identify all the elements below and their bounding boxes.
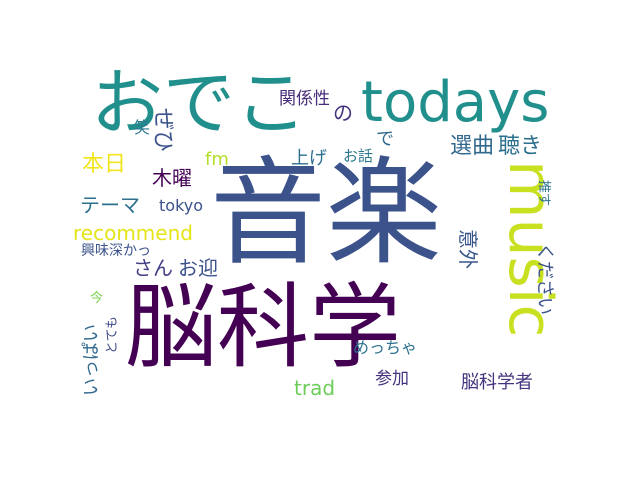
word-cloud-canvas: 脳科学 音楽 おでこ todays music recommend 木曜 本日 テーマ tokyo…	[73, 58, 565, 414]
word-nokagakusha: 脳科学者	[461, 372, 533, 393]
word-igai: 意外	[456, 229, 480, 269]
word-no: の	[333, 101, 353, 125]
word-zehi: ぜひ	[150, 108, 175, 153]
word-recommend: recommend	[73, 221, 193, 245]
word-oshimasu: 推す	[536, 180, 551, 207]
word-theme: テーマ	[80, 193, 140, 217]
word-honjitsu: 本日	[82, 152, 127, 177]
word-kankeisei: 関係性	[279, 89, 330, 109]
word-sanka: 参加	[375, 369, 409, 389]
word-kyoumi: 興味深かっ	[81, 243, 151, 259]
word-tokyo: tokyo	[159, 196, 204, 215]
word-san: さん	[133, 256, 173, 280]
word-ongaku: 音楽	[210, 146, 442, 281]
word-ima: 今	[90, 291, 104, 306]
word-ohanashi: お話	[343, 147, 374, 165]
word-mokuyou: 木曜	[152, 166, 192, 190]
word-ippai: いっぱい	[81, 324, 102, 396]
word-oyukae: お迎	[178, 256, 218, 280]
word-de: で	[376, 129, 394, 150]
word-fm: fm	[205, 149, 229, 170]
word-kudasai: ください	[534, 243, 555, 315]
word-todays: todays	[361, 70, 550, 135]
word-ageru: 上げ	[291, 148, 327, 169]
word-trad: trad	[294, 376, 336, 400]
word-kiki: 聴き	[498, 134, 543, 159]
word-meccha: めっちゃ	[353, 338, 418, 357]
word-totemo: とても	[105, 316, 120, 354]
word-senkyoku: 選曲	[450, 134, 495, 159]
word-nokagaku: 脳科学	[125, 274, 402, 381]
word-warai: 笑	[134, 118, 151, 137]
word-odeko: おでこ	[91, 61, 308, 145]
